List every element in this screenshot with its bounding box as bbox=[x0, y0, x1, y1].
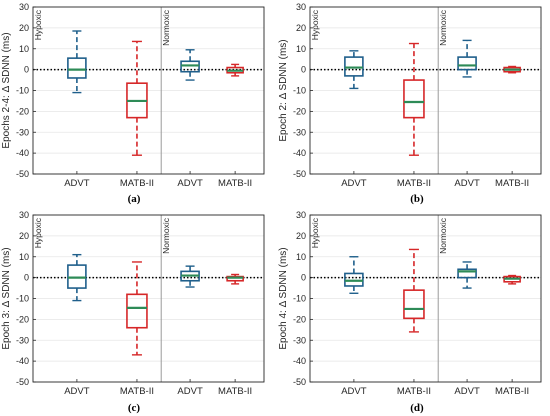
xtick-label: ADVT bbox=[177, 178, 203, 189]
ytick-label: -20 bbox=[293, 106, 306, 116]
box-normoxic-matbii bbox=[503, 274, 521, 285]
ytick-label: 10 bbox=[296, 252, 306, 262]
ytick-label: 10 bbox=[296, 44, 306, 54]
box-hypoxic-advt bbox=[67, 253, 87, 302]
chart-panel-3: 30 20 10 0 -10 -20 -30 -40 -50 Hypoxic Normoxic ADV… bbox=[1, 210, 265, 414]
ytick-label: -50 bbox=[16, 377, 29, 387]
ytick-label: 30 bbox=[19, 2, 29, 12]
box-iqr bbox=[67, 57, 87, 79]
axes-frame bbox=[32, 214, 265, 383]
ytick-label: -10 bbox=[16, 294, 29, 304]
box-normoxic-matbii bbox=[503, 65, 521, 74]
xtick-label: ADVT bbox=[64, 386, 90, 397]
box-normoxic-matbii bbox=[226, 273, 244, 285]
xtick-label: MATB-II bbox=[120, 386, 154, 397]
xtick-label: MATB-II bbox=[120, 178, 154, 189]
ytick-label: -40 bbox=[293, 356, 306, 366]
ytick-label: -40 bbox=[16, 356, 29, 366]
xtick-label: ADVT bbox=[341, 386, 367, 397]
ytick-label: 0 bbox=[301, 273, 306, 283]
xtick-label: ADVT bbox=[64, 178, 90, 189]
ytick-label: -10 bbox=[293, 86, 306, 96]
box-normoxic-advt bbox=[457, 39, 477, 78]
condition-label: Normoxic bbox=[438, 9, 448, 46]
ytick-label: -30 bbox=[293, 127, 306, 137]
chart-panel-4: 30 20 10 0 -10 -20 -30 -40 -50 Hypoxic Normoxic ADV… bbox=[278, 210, 542, 414]
ytick-label: 20 bbox=[296, 231, 306, 241]
ytick-label: 20 bbox=[19, 23, 29, 33]
ytick-label: -50 bbox=[16, 169, 29, 179]
y-axis-label: Epochs 2-4: Δ SDNN (ms) bbox=[1, 32, 12, 148]
ytick-label: 20 bbox=[296, 23, 306, 33]
xtick-label: ADVT bbox=[177, 386, 203, 397]
condition-label: Hypoxic bbox=[33, 9, 43, 40]
ytick-label: 0 bbox=[301, 65, 306, 75]
box-hypoxic-matbii bbox=[403, 248, 425, 333]
condition-label: Normoxic bbox=[438, 217, 448, 254]
box-hypoxic-matbii bbox=[126, 40, 148, 156]
xtick-label: ADVT bbox=[454, 386, 480, 397]
panel-caption: (c) bbox=[128, 402, 141, 414]
box-hypoxic-advt bbox=[67, 30, 87, 94]
box-normoxic-advt bbox=[180, 265, 200, 288]
condition-label: Normoxic bbox=[161, 9, 171, 46]
xtick-label: MATB-II bbox=[495, 178, 529, 189]
condition-label: Normoxic bbox=[161, 217, 171, 254]
ytick-label: -20 bbox=[16, 106, 29, 116]
box-iqr bbox=[403, 79, 425, 119]
panel-caption: (b) bbox=[410, 193, 424, 205]
ytick-label: -20 bbox=[293, 314, 306, 324]
chart-panel-1: 30 20 10 0 -10 -20 -30 -40 -50 Hypoxic Normoxic ADV… bbox=[1, 2, 265, 205]
ytick-label: 30 bbox=[19, 210, 29, 220]
box-iqr bbox=[403, 289, 425, 320]
y-axis-label: Epoch 4: Δ SDNN (ms) bbox=[278, 247, 289, 349]
condition-label: Hypoxic bbox=[310, 217, 320, 248]
ytick-label: -40 bbox=[293, 148, 306, 158]
y-axis-label: Epoch 3: Δ SDNN (ms) bbox=[1, 247, 12, 349]
xtick-label: MATB-II bbox=[397, 386, 431, 397]
axes-frame bbox=[309, 214, 542, 383]
ytick-label: 30 bbox=[296, 210, 306, 220]
ytick-label: -10 bbox=[293, 294, 306, 304]
box-normoxic-matbii bbox=[226, 63, 244, 77]
box-iqr bbox=[457, 268, 477, 279]
chart-panel-2: 30 20 10 0 -10 -20 -30 -40 -50 Hypoxic Normoxic ADV… bbox=[278, 2, 542, 205]
panel-caption: (d) bbox=[410, 402, 424, 414]
panel-caption: (a) bbox=[128, 193, 141, 205]
xtick-label: ADVT bbox=[341, 178, 367, 189]
xtick-label: MATB-II bbox=[218, 386, 252, 397]
ytick-label: 0 bbox=[24, 65, 29, 75]
ytick-label: -30 bbox=[293, 335, 306, 345]
xtick-label: ADVT bbox=[454, 178, 480, 189]
box-normoxic-advt bbox=[180, 49, 200, 81]
ytick-label: -10 bbox=[16, 86, 29, 96]
ytick-label: -30 bbox=[16, 127, 29, 137]
ytick-label: -40 bbox=[16, 148, 29, 158]
ytick-label: 10 bbox=[19, 44, 29, 54]
box-hypoxic-matbii bbox=[403, 42, 425, 156]
axes-frame bbox=[32, 6, 265, 175]
box-iqr bbox=[457, 56, 477, 71]
ytick-label: 20 bbox=[19, 231, 29, 241]
axes-frame bbox=[309, 6, 542, 175]
condition-label: Hypoxic bbox=[33, 217, 43, 248]
ytick-label: -20 bbox=[16, 314, 29, 324]
ytick-label: -50 bbox=[293, 169, 306, 179]
xtick-label: MATB-II bbox=[218, 178, 252, 189]
xtick-label: MATB-II bbox=[397, 178, 431, 189]
box-hypoxic-matbii bbox=[126, 261, 148, 356]
condition-label: Hypoxic bbox=[310, 9, 320, 40]
ytick-label: -30 bbox=[16, 335, 29, 345]
ytick-label: 10 bbox=[19, 252, 29, 262]
ytick-label: 30 bbox=[296, 2, 306, 12]
box-hypoxic-advt bbox=[344, 50, 364, 90]
box-hypoxic-advt bbox=[344, 256, 364, 294]
box-iqr bbox=[126, 293, 148, 329]
y-axis-label: Epoch 2: Δ SDNN (ms) bbox=[278, 39, 289, 141]
ytick-label: 0 bbox=[24, 273, 29, 283]
ytick-label: -50 bbox=[293, 377, 306, 387]
xtick-label: MATB-II bbox=[495, 386, 529, 397]
box-normoxic-advt bbox=[457, 261, 477, 289]
